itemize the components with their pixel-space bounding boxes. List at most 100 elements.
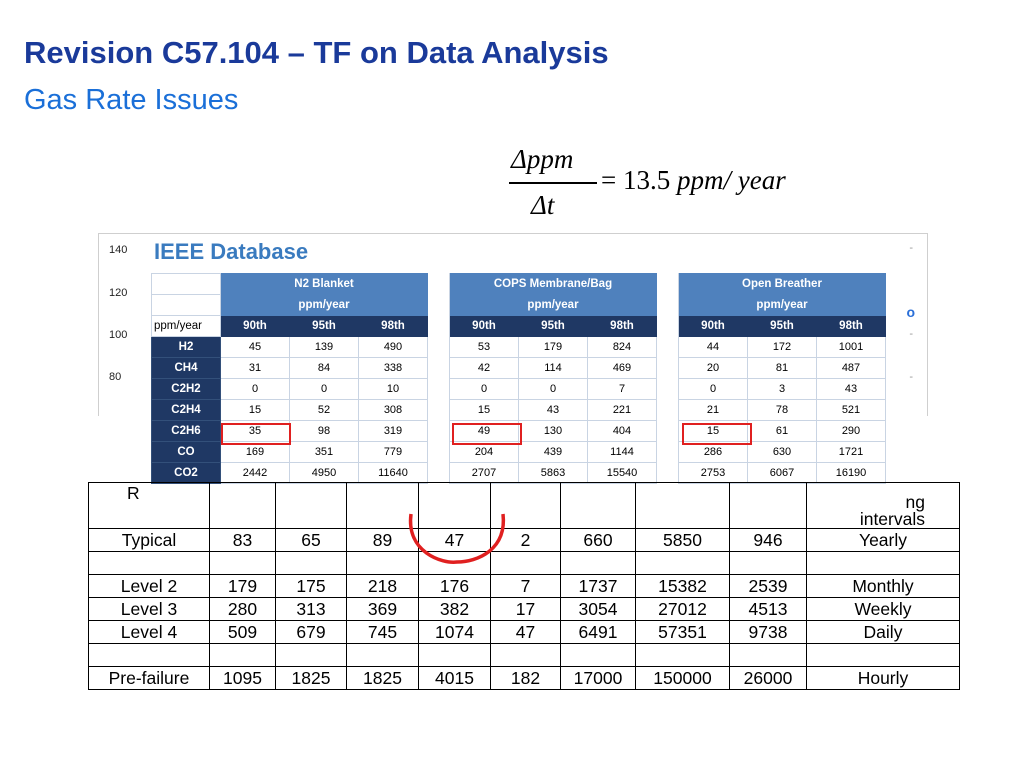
ieee-value-cell: 179 bbox=[518, 336, 588, 358]
ieee-value-cell: 7 bbox=[587, 378, 657, 400]
gas-label: H2 bbox=[151, 336, 221, 358]
level-value-cell: 175 bbox=[275, 574, 347, 598]
level-value-cell: 83 bbox=[209, 528, 276, 552]
ieee-value-cell: 98 bbox=[289, 420, 359, 442]
ieee-value-cell: 16190 bbox=[816, 462, 886, 484]
ieee-value-cell: 43 bbox=[518, 399, 588, 421]
ieee-row: CH4 31 84 338 42 114 469 20 81 487 bbox=[151, 357, 886, 379]
ieee-value-cell: 139 bbox=[289, 336, 359, 358]
gas-label: CO bbox=[151, 441, 221, 463]
percentile-header: 98th bbox=[358, 315, 428, 337]
ieee-value-cell: 521 bbox=[816, 399, 886, 421]
ieee-value-cell: 15 bbox=[449, 399, 519, 421]
percentile-header: 95th bbox=[747, 315, 817, 337]
ieee-value-cell: 84 bbox=[289, 357, 359, 379]
level-value-cell: 382 bbox=[418, 597, 491, 621]
y-tick-label: 120 bbox=[109, 287, 128, 299]
level-value-cell: 89 bbox=[346, 528, 419, 552]
ieee-value-cell: 439 bbox=[518, 441, 588, 463]
ieee-row: C2H2 0 0 10 0 0 7 0 3 43 bbox=[151, 378, 886, 400]
ieee-value-cell: 0 bbox=[518, 378, 588, 400]
formula-numerator: Δppm bbox=[511, 144, 574, 174]
tick-dash: - bbox=[909, 328, 913, 340]
ieee-value-cell: 52 bbox=[289, 399, 359, 421]
percentile-header: 90th bbox=[220, 315, 290, 337]
formula-equals: = bbox=[601, 165, 617, 195]
level-value-cell: 660 bbox=[560, 528, 636, 552]
group-header: N2 Blanket bbox=[220, 273, 428, 295]
level-value-cell: 150000 bbox=[635, 666, 730, 690]
ieee-value-cell: 290 bbox=[816, 420, 886, 442]
level-value-cell: 6491 bbox=[560, 620, 636, 644]
ieee-value-cell: 15540 bbox=[587, 462, 657, 484]
ieee-value-cell: 49 bbox=[449, 420, 519, 442]
level-row: Level 3 280 313 369 382 17 3054 27012 4513 Weekly bbox=[88, 597, 960, 621]
level-value-cell: 5850 bbox=[635, 528, 730, 552]
level-value-cell: 65 bbox=[275, 528, 347, 552]
level-value-cell: 509 bbox=[209, 620, 276, 644]
level-value-cell: 1074 bbox=[418, 620, 491, 644]
ieee-value-cell: 779 bbox=[358, 441, 428, 463]
percentile-header: 90th bbox=[678, 315, 748, 337]
ieee-database-table: N2 Blanket COPS Membrane/Bag Open Breath… bbox=[151, 273, 886, 484]
tick-dash: - bbox=[909, 371, 913, 383]
highlight-box-cops-c2h6 bbox=[452, 423, 522, 445]
ieee-value-cell: 10 bbox=[358, 378, 428, 400]
group-header: Open Breather bbox=[678, 273, 886, 295]
ieee-value-cell: 0 bbox=[449, 378, 519, 400]
ieee-value-cell: 338 bbox=[358, 357, 428, 379]
ieee-value-cell: 78 bbox=[747, 399, 817, 421]
level-value-cell: 17 bbox=[490, 597, 561, 621]
level-value-cell: 17000 bbox=[560, 666, 636, 690]
ieee-value-cell: 61 bbox=[747, 420, 817, 442]
gas-label: C2H4 bbox=[151, 399, 221, 421]
ieee-row: H2 45 139 490 53 179 824 44 172 1001 bbox=[151, 336, 886, 358]
level-value-cell: 26000 bbox=[729, 666, 807, 690]
ieee-value-cell: 469 bbox=[587, 357, 657, 379]
ieee-value-cell: 6067 bbox=[747, 462, 817, 484]
ieee-value-cell: 81 bbox=[747, 357, 817, 379]
level-value-cell: 218 bbox=[346, 574, 419, 598]
level-value-cell: 1825 bbox=[275, 666, 347, 690]
level-label: Level 4 bbox=[88, 620, 210, 644]
ieee-value-cell: 172 bbox=[747, 336, 817, 358]
ieee-value-cell: 43 bbox=[816, 378, 886, 400]
ieee-value-cell: 404 bbox=[587, 420, 657, 442]
level-row: Typical 83 65 89 47 2 660 5850 946 Yearly bbox=[88, 528, 960, 552]
level-value-cell: 1095 bbox=[209, 666, 276, 690]
ieee-value-cell: 31 bbox=[220, 357, 290, 379]
level-label: Typical bbox=[88, 528, 210, 552]
ieee-row: C2H4 15 52 308 15 43 221 21 78 521 bbox=[151, 399, 886, 421]
level-value-cell: 7 bbox=[490, 574, 561, 598]
sampling-interval: Daily bbox=[806, 620, 960, 644]
ieee-value-cell: 308 bbox=[358, 399, 428, 421]
ieee-value-cell: 3 bbox=[747, 378, 817, 400]
level-value-cell: 280 bbox=[209, 597, 276, 621]
level-label: Level 3 bbox=[88, 597, 210, 621]
ieee-value-cell: 2753 bbox=[678, 462, 748, 484]
blank-row bbox=[88, 643, 960, 667]
level-value-cell: 745 bbox=[346, 620, 419, 644]
ieee-value-cell: 319 bbox=[358, 420, 428, 442]
header-cell-left: R bbox=[88, 482, 210, 529]
ieee-value-cell: 15 bbox=[220, 399, 290, 421]
level-value-cell: 4015 bbox=[418, 666, 491, 690]
percentile-header: 90th bbox=[449, 315, 519, 337]
tick-dash: - bbox=[909, 242, 913, 254]
ieee-row: CO 169 351 779 204 439 1144 286 630 1721 bbox=[151, 441, 886, 463]
red-circle-highlight bbox=[408, 513, 505, 564]
ieee-value-cell: 221 bbox=[587, 399, 657, 421]
ieee-value-cell: 490 bbox=[358, 336, 428, 358]
ieee-database-panel: IEEE Database N2 Blanket COPS Membrane/B… bbox=[150, 236, 890, 490]
gas-label: C2H6 bbox=[151, 420, 221, 442]
sampling-interval: Monthly bbox=[806, 574, 960, 598]
ieee-value-cell: 4950 bbox=[289, 462, 359, 484]
ieee-value-cell: 1001 bbox=[816, 336, 886, 358]
group-header: COPS Membrane/Bag bbox=[449, 273, 657, 295]
ieee-value-cell: 0 bbox=[220, 378, 290, 400]
legend-fragment: o bbox=[906, 304, 915, 320]
level-label: Pre-failure bbox=[88, 666, 210, 690]
ieee-value-cell: 630 bbox=[747, 441, 817, 463]
formula-denominator: Δt bbox=[531, 190, 555, 220]
ieee-value-cell: 11640 bbox=[358, 462, 428, 484]
